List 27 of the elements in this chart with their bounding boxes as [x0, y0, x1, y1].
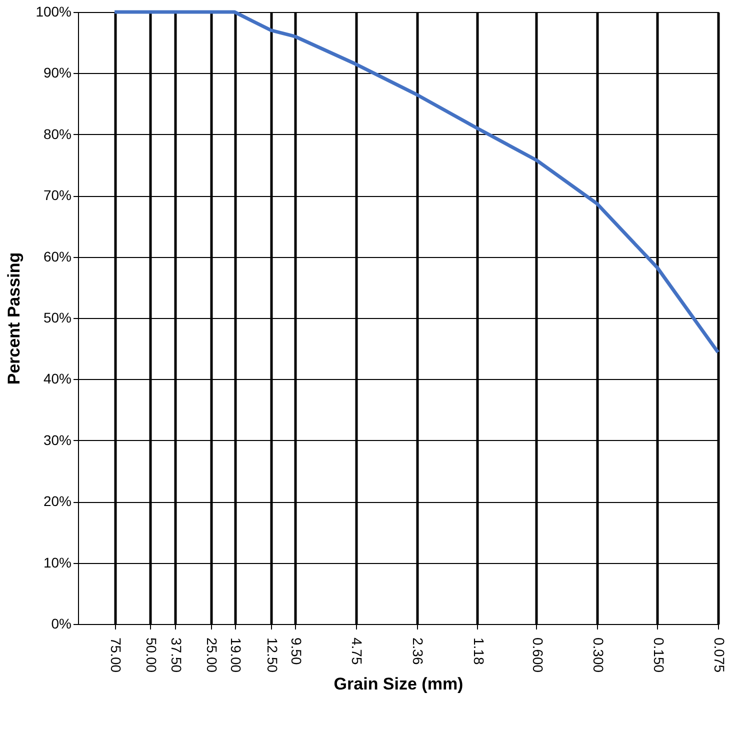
x-tick-label: 4.75 — [349, 638, 366, 665]
y-tick-label: 90% — [43, 64, 72, 81]
x-tick-label: 1.18 — [470, 638, 487, 665]
x-tick-label: 37.50 — [168, 638, 185, 673]
y-tick-label: 40% — [43, 370, 72, 387]
x-tick-label: 0.150 — [650, 638, 667, 673]
x-tick-label: 19.00 — [228, 638, 244, 673]
x-tick-label: 0.075 — [712, 638, 728, 673]
y-tick-label: 60% — [43, 248, 72, 264]
y-tick-label: 0% — [51, 616, 72, 632]
x-tick-label: 75.00 — [108, 638, 124, 673]
x-axis-title: Grain Size (mm) — [334, 674, 464, 694]
y-axis-title: Percent Passing — [4, 252, 24, 385]
x-tick-label: 0.300 — [590, 638, 606, 673]
x-tick-label: 12.50 — [264, 638, 281, 673]
x-tick-label: 2.36 — [410, 638, 426, 665]
x-tick-label: 25.00 — [204, 638, 220, 673]
y-tick-label: 100% — [36, 4, 72, 20]
y-tick-label: 30% — [43, 432, 72, 448]
x-tick-label: 50.00 — [143, 638, 160, 673]
y-tick-label: 20% — [43, 493, 72, 510]
x-tick-label: 0.600 — [530, 638, 546, 673]
y-tick-label: 80% — [43, 126, 72, 142]
y-tick-label: 70% — [43, 187, 72, 204]
y-tick-label: 10% — [43, 554, 72, 570]
x-tick-label: 9.50 — [288, 638, 305, 665]
y-tick-label: 50% — [43, 310, 72, 326]
